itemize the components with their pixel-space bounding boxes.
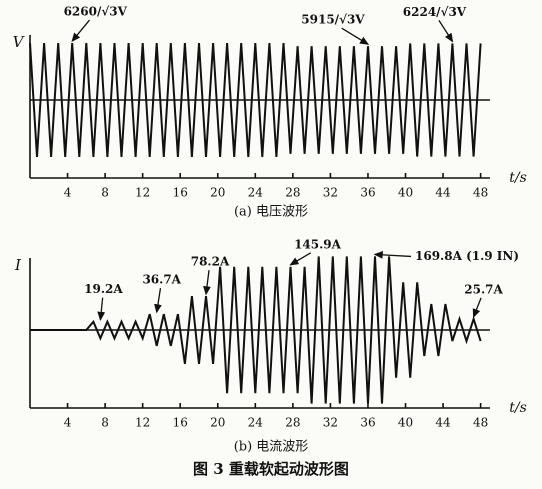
annotation: 78.2A bbox=[191, 255, 230, 269]
x-tick-label: 44 bbox=[435, 186, 451, 200]
annotation-arrow bbox=[341, 27, 370, 45]
waveform bbox=[30, 256, 482, 404]
annotation: 19.2A bbox=[84, 282, 123, 296]
x-tick-label: 36 bbox=[360, 416, 375, 430]
y-axis-label: I bbox=[14, 256, 22, 274]
annotation: 169.8A (1.9 IN) bbox=[415, 249, 519, 263]
x-tick-label: 36 bbox=[360, 186, 375, 200]
x-tick-label: 4 bbox=[64, 416, 72, 430]
annotation-arrow bbox=[97, 297, 106, 321]
x-tick-label: 20 bbox=[210, 186, 225, 200]
caption: (b) 电流波形 bbox=[234, 440, 309, 455]
annotation: 36.7A bbox=[142, 273, 181, 287]
annotation: 6260/√3V bbox=[64, 5, 128, 19]
x-tick-label: 24 bbox=[248, 416, 264, 430]
x-tick-label: 4 bbox=[64, 186, 72, 200]
x-tick-label: 32 bbox=[323, 416, 338, 430]
annotation-arrow bbox=[472, 297, 482, 319]
x-tick-label: 48 bbox=[473, 186, 488, 200]
annotation-arrow bbox=[203, 270, 211, 296]
x-tick-label: 12 bbox=[135, 416, 150, 430]
annotation-arrow bbox=[438, 20, 454, 43]
x-tick-label: 16 bbox=[173, 186, 188, 200]
x-tick-label: 12 bbox=[135, 186, 150, 200]
y-axis-label: V bbox=[13, 33, 26, 51]
annotation-arrow bbox=[289, 252, 312, 266]
x-tick-label: 28 bbox=[285, 416, 300, 430]
figure-title: 图 3 重载软起动波形图 bbox=[193, 460, 349, 478]
x-axis-label: t/s bbox=[509, 400, 527, 416]
annotation-arrow bbox=[154, 287, 162, 314]
x-tick-label: 40 bbox=[398, 416, 413, 430]
annotation: 145.9A bbox=[294, 237, 342, 251]
x-tick-label: 16 bbox=[173, 416, 188, 430]
x-tick-label: 44 bbox=[435, 416, 451, 430]
annotation: 6224/√3V bbox=[403, 5, 467, 19]
x-tick-label: 8 bbox=[101, 186, 109, 200]
annotation-arrow bbox=[71, 19, 90, 43]
x-tick-label: 32 bbox=[323, 186, 338, 200]
x-tick-label: 48 bbox=[473, 416, 488, 430]
x-tick-label: 28 bbox=[285, 186, 300, 200]
annotation: 25.7A bbox=[464, 282, 503, 296]
annotation-arrow bbox=[373, 250, 412, 259]
x-tick-label: 24 bbox=[248, 186, 264, 200]
caption: (a) 电压波形 bbox=[234, 205, 308, 220]
annotation: 5915/√3V bbox=[301, 13, 365, 27]
x-tick-label: 8 bbox=[101, 416, 109, 430]
x-axis-label: t/s bbox=[509, 170, 527, 186]
waveform bbox=[29, 43, 482, 157]
x-tick-label: 20 bbox=[210, 416, 225, 430]
x-tick-label: 40 bbox=[398, 186, 413, 200]
